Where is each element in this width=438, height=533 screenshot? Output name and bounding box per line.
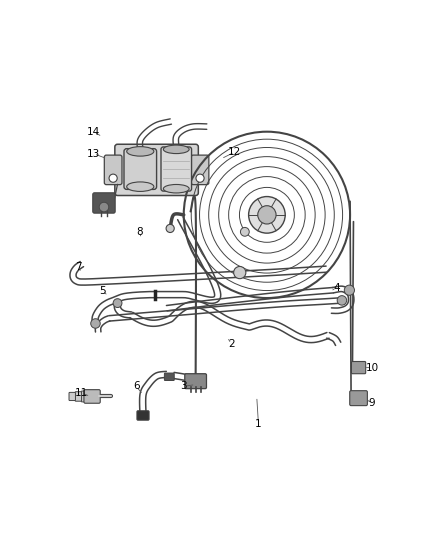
FancyBboxPatch shape <box>191 155 209 184</box>
Circle shape <box>337 296 346 305</box>
Text: 10: 10 <box>366 362 379 373</box>
FancyBboxPatch shape <box>124 149 156 189</box>
FancyBboxPatch shape <box>81 391 88 402</box>
Circle shape <box>113 298 122 308</box>
FancyBboxPatch shape <box>185 374 206 389</box>
Text: 3: 3 <box>180 381 187 391</box>
Text: 8: 8 <box>136 227 143 237</box>
Text: 6: 6 <box>133 381 140 391</box>
FancyBboxPatch shape <box>164 373 174 381</box>
Circle shape <box>258 206 276 224</box>
Text: 5: 5 <box>99 286 106 296</box>
Circle shape <box>233 266 246 279</box>
FancyBboxPatch shape <box>93 193 115 213</box>
FancyBboxPatch shape <box>69 392 75 400</box>
FancyBboxPatch shape <box>351 361 366 374</box>
Text: 4: 4 <box>333 283 340 293</box>
Text: 1: 1 <box>255 418 262 429</box>
Text: 7: 7 <box>75 262 82 272</box>
FancyBboxPatch shape <box>115 144 198 196</box>
Ellipse shape <box>163 145 189 154</box>
FancyBboxPatch shape <box>84 390 100 403</box>
Circle shape <box>91 319 100 328</box>
FancyBboxPatch shape <box>350 391 367 406</box>
Text: 13: 13 <box>87 149 100 159</box>
FancyBboxPatch shape <box>104 155 122 184</box>
Circle shape <box>196 174 204 182</box>
FancyBboxPatch shape <box>75 392 81 401</box>
FancyBboxPatch shape <box>137 411 149 420</box>
Circle shape <box>344 285 354 295</box>
Circle shape <box>249 197 285 233</box>
Circle shape <box>166 224 174 232</box>
Text: 2: 2 <box>228 339 235 349</box>
Circle shape <box>240 228 249 236</box>
Circle shape <box>109 174 117 182</box>
Text: 9: 9 <box>369 398 375 408</box>
Text: 11: 11 <box>75 388 88 398</box>
Circle shape <box>99 203 109 212</box>
FancyBboxPatch shape <box>161 147 191 191</box>
Ellipse shape <box>127 182 154 191</box>
Text: 14: 14 <box>87 127 100 136</box>
Ellipse shape <box>163 184 189 193</box>
Ellipse shape <box>127 147 154 156</box>
Text: 12: 12 <box>228 147 241 157</box>
